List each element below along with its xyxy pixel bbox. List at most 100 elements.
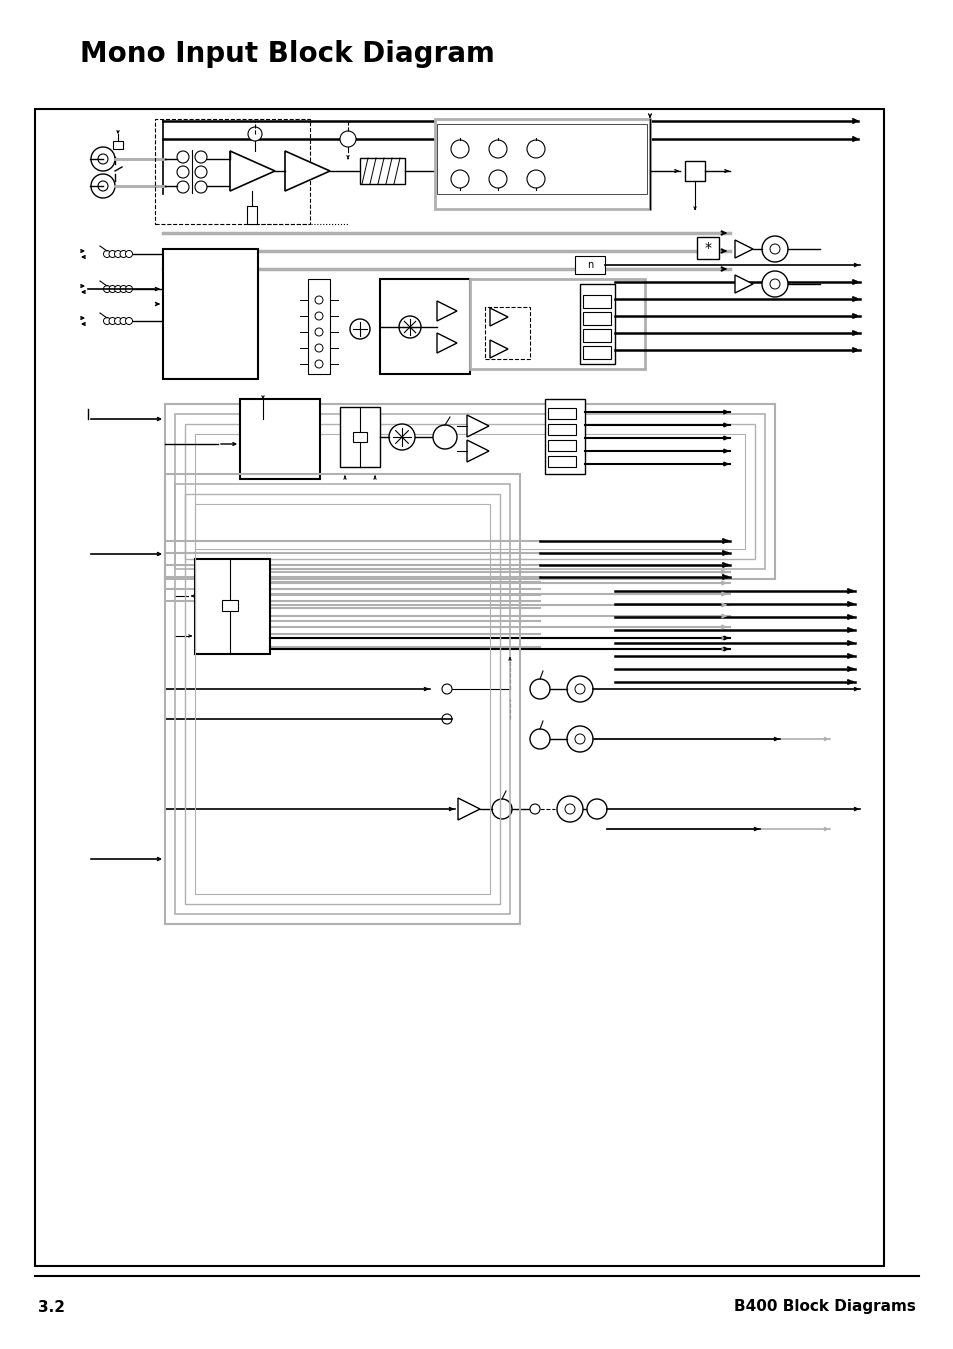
Bar [339,407,379,467]
Bar [582,329,610,343]
Circle shape [564,804,575,813]
Circle shape [120,251,127,258]
Circle shape [761,236,787,262]
Polygon shape [436,333,456,353]
Bar [194,558,270,654]
Text: 3.2: 3.2 [38,1299,65,1314]
Circle shape [314,344,323,352]
Polygon shape [467,415,489,437]
Circle shape [120,317,127,325]
Circle shape [120,286,127,293]
Polygon shape [457,799,479,820]
Circle shape [177,151,189,163]
Circle shape [114,251,121,258]
Bar [112,142,123,148]
Bar [436,124,646,194]
Circle shape [103,286,111,293]
Polygon shape [734,240,752,258]
Circle shape [441,684,452,693]
Circle shape [489,140,506,158]
Circle shape [526,170,544,188]
Circle shape [109,286,116,293]
Bar [547,440,576,451]
Circle shape [126,317,132,325]
Circle shape [103,251,111,258]
Bar [194,434,744,549]
Circle shape [91,174,115,198]
Polygon shape [490,308,507,326]
Circle shape [761,271,787,297]
Circle shape [575,684,584,693]
Circle shape [566,676,593,701]
Circle shape [530,728,550,749]
Circle shape [314,295,323,304]
Circle shape [314,312,323,320]
Circle shape [451,140,469,158]
Circle shape [489,170,506,188]
Circle shape [586,799,606,819]
Bar [579,285,615,364]
Circle shape [451,170,469,188]
Circle shape [441,714,452,724]
Circle shape [109,317,116,325]
Circle shape [98,181,108,192]
Polygon shape [285,151,330,192]
Bar [174,414,764,569]
Bar [575,256,604,274]
Circle shape [492,799,512,819]
Circle shape [103,317,111,325]
Circle shape [433,425,456,449]
Bar [684,161,704,181]
Bar [35,109,883,1265]
Bar [470,279,644,370]
Circle shape [314,328,323,336]
Circle shape [177,166,189,178]
Bar [154,119,310,224]
Text: B400 Block Diagrams: B400 Block Diagrams [734,1299,915,1314]
Bar [547,424,576,434]
Bar [435,119,649,209]
Polygon shape [230,151,274,192]
Bar [582,295,610,308]
Bar [165,403,774,579]
Circle shape [575,734,584,745]
Circle shape [114,317,121,325]
Circle shape [177,181,189,193]
Circle shape [350,318,370,339]
Bar [484,308,530,359]
Text: Mono Input Block Diagram: Mono Input Block Diagram [80,40,495,67]
Circle shape [769,279,780,289]
Circle shape [530,679,550,699]
Bar [247,206,256,224]
Circle shape [91,147,115,171]
Circle shape [248,127,262,142]
Polygon shape [734,275,752,293]
Circle shape [557,796,582,822]
Bar [185,424,754,558]
Polygon shape [436,301,456,321]
Bar [165,473,519,924]
Circle shape [114,286,121,293]
Bar [547,456,576,467]
Circle shape [194,181,207,193]
Polygon shape [490,340,507,357]
Bar [163,250,257,379]
Text: *: * [703,241,711,255]
Bar [353,432,367,442]
Circle shape [566,726,593,751]
Bar [174,484,510,915]
Polygon shape [467,440,489,461]
Bar [194,505,490,894]
Circle shape [194,151,207,163]
Bar [547,407,576,420]
Bar [240,399,319,479]
Bar [379,279,470,374]
Circle shape [398,316,420,339]
Bar [544,399,584,473]
Circle shape [126,286,132,293]
Circle shape [526,140,544,158]
Bar [697,237,719,259]
Circle shape [98,154,108,165]
Text: n: n [586,260,593,270]
Circle shape [530,804,539,813]
